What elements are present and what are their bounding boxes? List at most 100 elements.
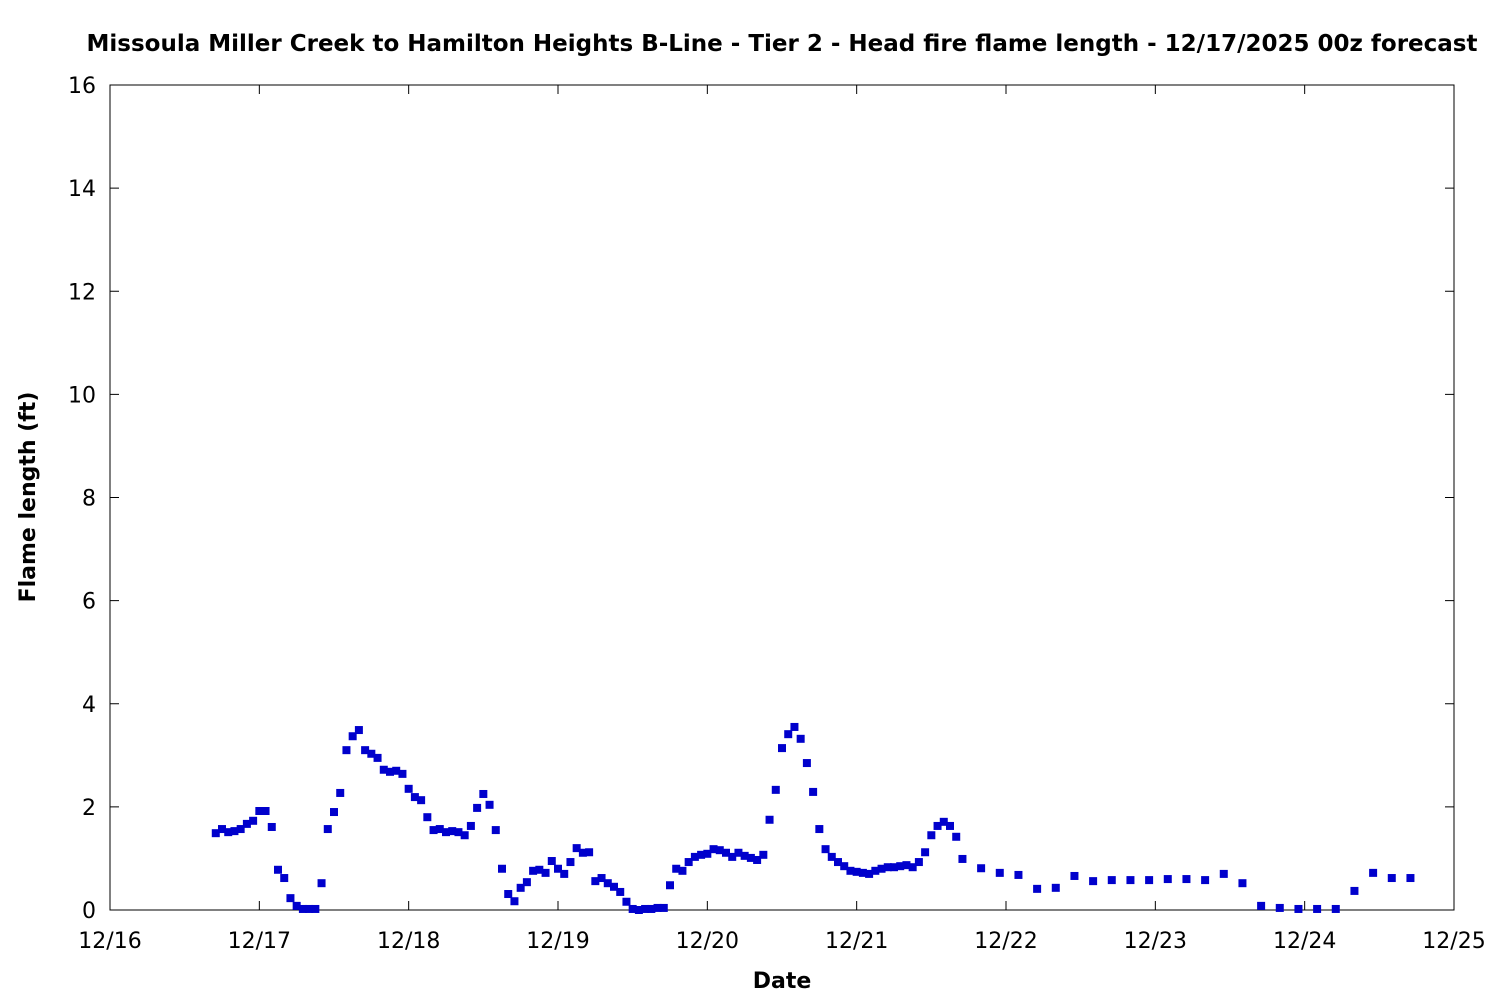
point [510, 897, 519, 906]
y-tick-label: 0 [82, 899, 96, 924]
point [896, 862, 905, 871]
x-tick-label: 12/24 [1273, 929, 1336, 954]
point [442, 828, 450, 837]
point [1182, 875, 1191, 884]
point [1070, 871, 1079, 880]
point [280, 874, 289, 883]
point [485, 800, 494, 809]
point [354, 726, 363, 735]
point [386, 767, 394, 776]
point [479, 789, 488, 798]
point [274, 865, 282, 874]
point [516, 883, 525, 892]
point [1238, 879, 1247, 888]
x-tick-label: 12/20 [676, 929, 739, 954]
point [802, 759, 811, 768]
point [771, 785, 780, 794]
point [784, 730, 793, 739]
point [218, 825, 226, 834]
point [597, 874, 606, 883]
point [224, 828, 233, 837]
point [1107, 876, 1116, 885]
point [311, 904, 320, 913]
point [883, 863, 892, 872]
point [846, 866, 855, 875]
y-tick-label: 6 [82, 590, 96, 615]
point [348, 732, 357, 741]
point [672, 864, 681, 873]
point [267, 822, 276, 831]
point [796, 734, 805, 743]
point [927, 831, 936, 840]
x-tick-label: 12/17 [228, 929, 291, 954]
point [305, 904, 314, 913]
point [622, 897, 631, 906]
point [902, 861, 911, 870]
point [211, 829, 220, 838]
point [821, 845, 830, 854]
point [746, 853, 755, 862]
point [603, 879, 612, 888]
point [1089, 877, 1098, 886]
point [952, 832, 961, 841]
point [1163, 875, 1172, 884]
point [1014, 870, 1023, 879]
point [286, 894, 295, 903]
point [323, 825, 332, 834]
point [1051, 883, 1060, 892]
point [230, 827, 239, 836]
point [373, 753, 382, 762]
point [330, 808, 338, 817]
point [535, 865, 544, 874]
point [908, 863, 917, 872]
point [933, 821, 942, 830]
point [522, 878, 531, 887]
point [715, 846, 724, 855]
point [404, 784, 413, 793]
point [914, 858, 923, 867]
point [410, 793, 419, 802]
point [361, 746, 370, 755]
point [1257, 901, 1266, 910]
point [939, 817, 948, 826]
point [1033, 884, 1042, 893]
point [946, 821, 954, 830]
point [554, 864, 562, 873]
point [317, 879, 326, 888]
point [255, 807, 264, 815]
point [778, 744, 786, 753]
point [703, 849, 712, 858]
point [809, 787, 818, 796]
point [236, 825, 245, 834]
point [336, 788, 345, 797]
point [591, 877, 600, 886]
point [977, 864, 986, 873]
y-tick-label: 16 [68, 74, 96, 99]
y-tick-label: 14 [68, 177, 96, 202]
point [1313, 904, 1322, 913]
point [709, 845, 718, 854]
y-tick-label: 12 [68, 280, 96, 305]
point [610, 882, 618, 891]
x-tick-label: 12/21 [825, 929, 888, 954]
point [678, 866, 687, 875]
point [529, 866, 538, 875]
point [871, 866, 880, 875]
point [765, 815, 774, 824]
y-tick-label: 2 [82, 796, 96, 821]
point [1294, 904, 1303, 913]
point [690, 852, 699, 861]
point [572, 844, 581, 853]
point [1369, 868, 1378, 877]
point [890, 863, 898, 872]
point [498, 864, 506, 873]
point [753, 855, 762, 864]
x-tick-label: 12/18 [377, 929, 440, 954]
point [491, 826, 500, 835]
point [1126, 876, 1135, 885]
point [834, 858, 842, 867]
point [454, 828, 463, 837]
point [653, 903, 662, 912]
plot-frame [109, 84, 1455, 911]
point [1331, 904, 1340, 913]
